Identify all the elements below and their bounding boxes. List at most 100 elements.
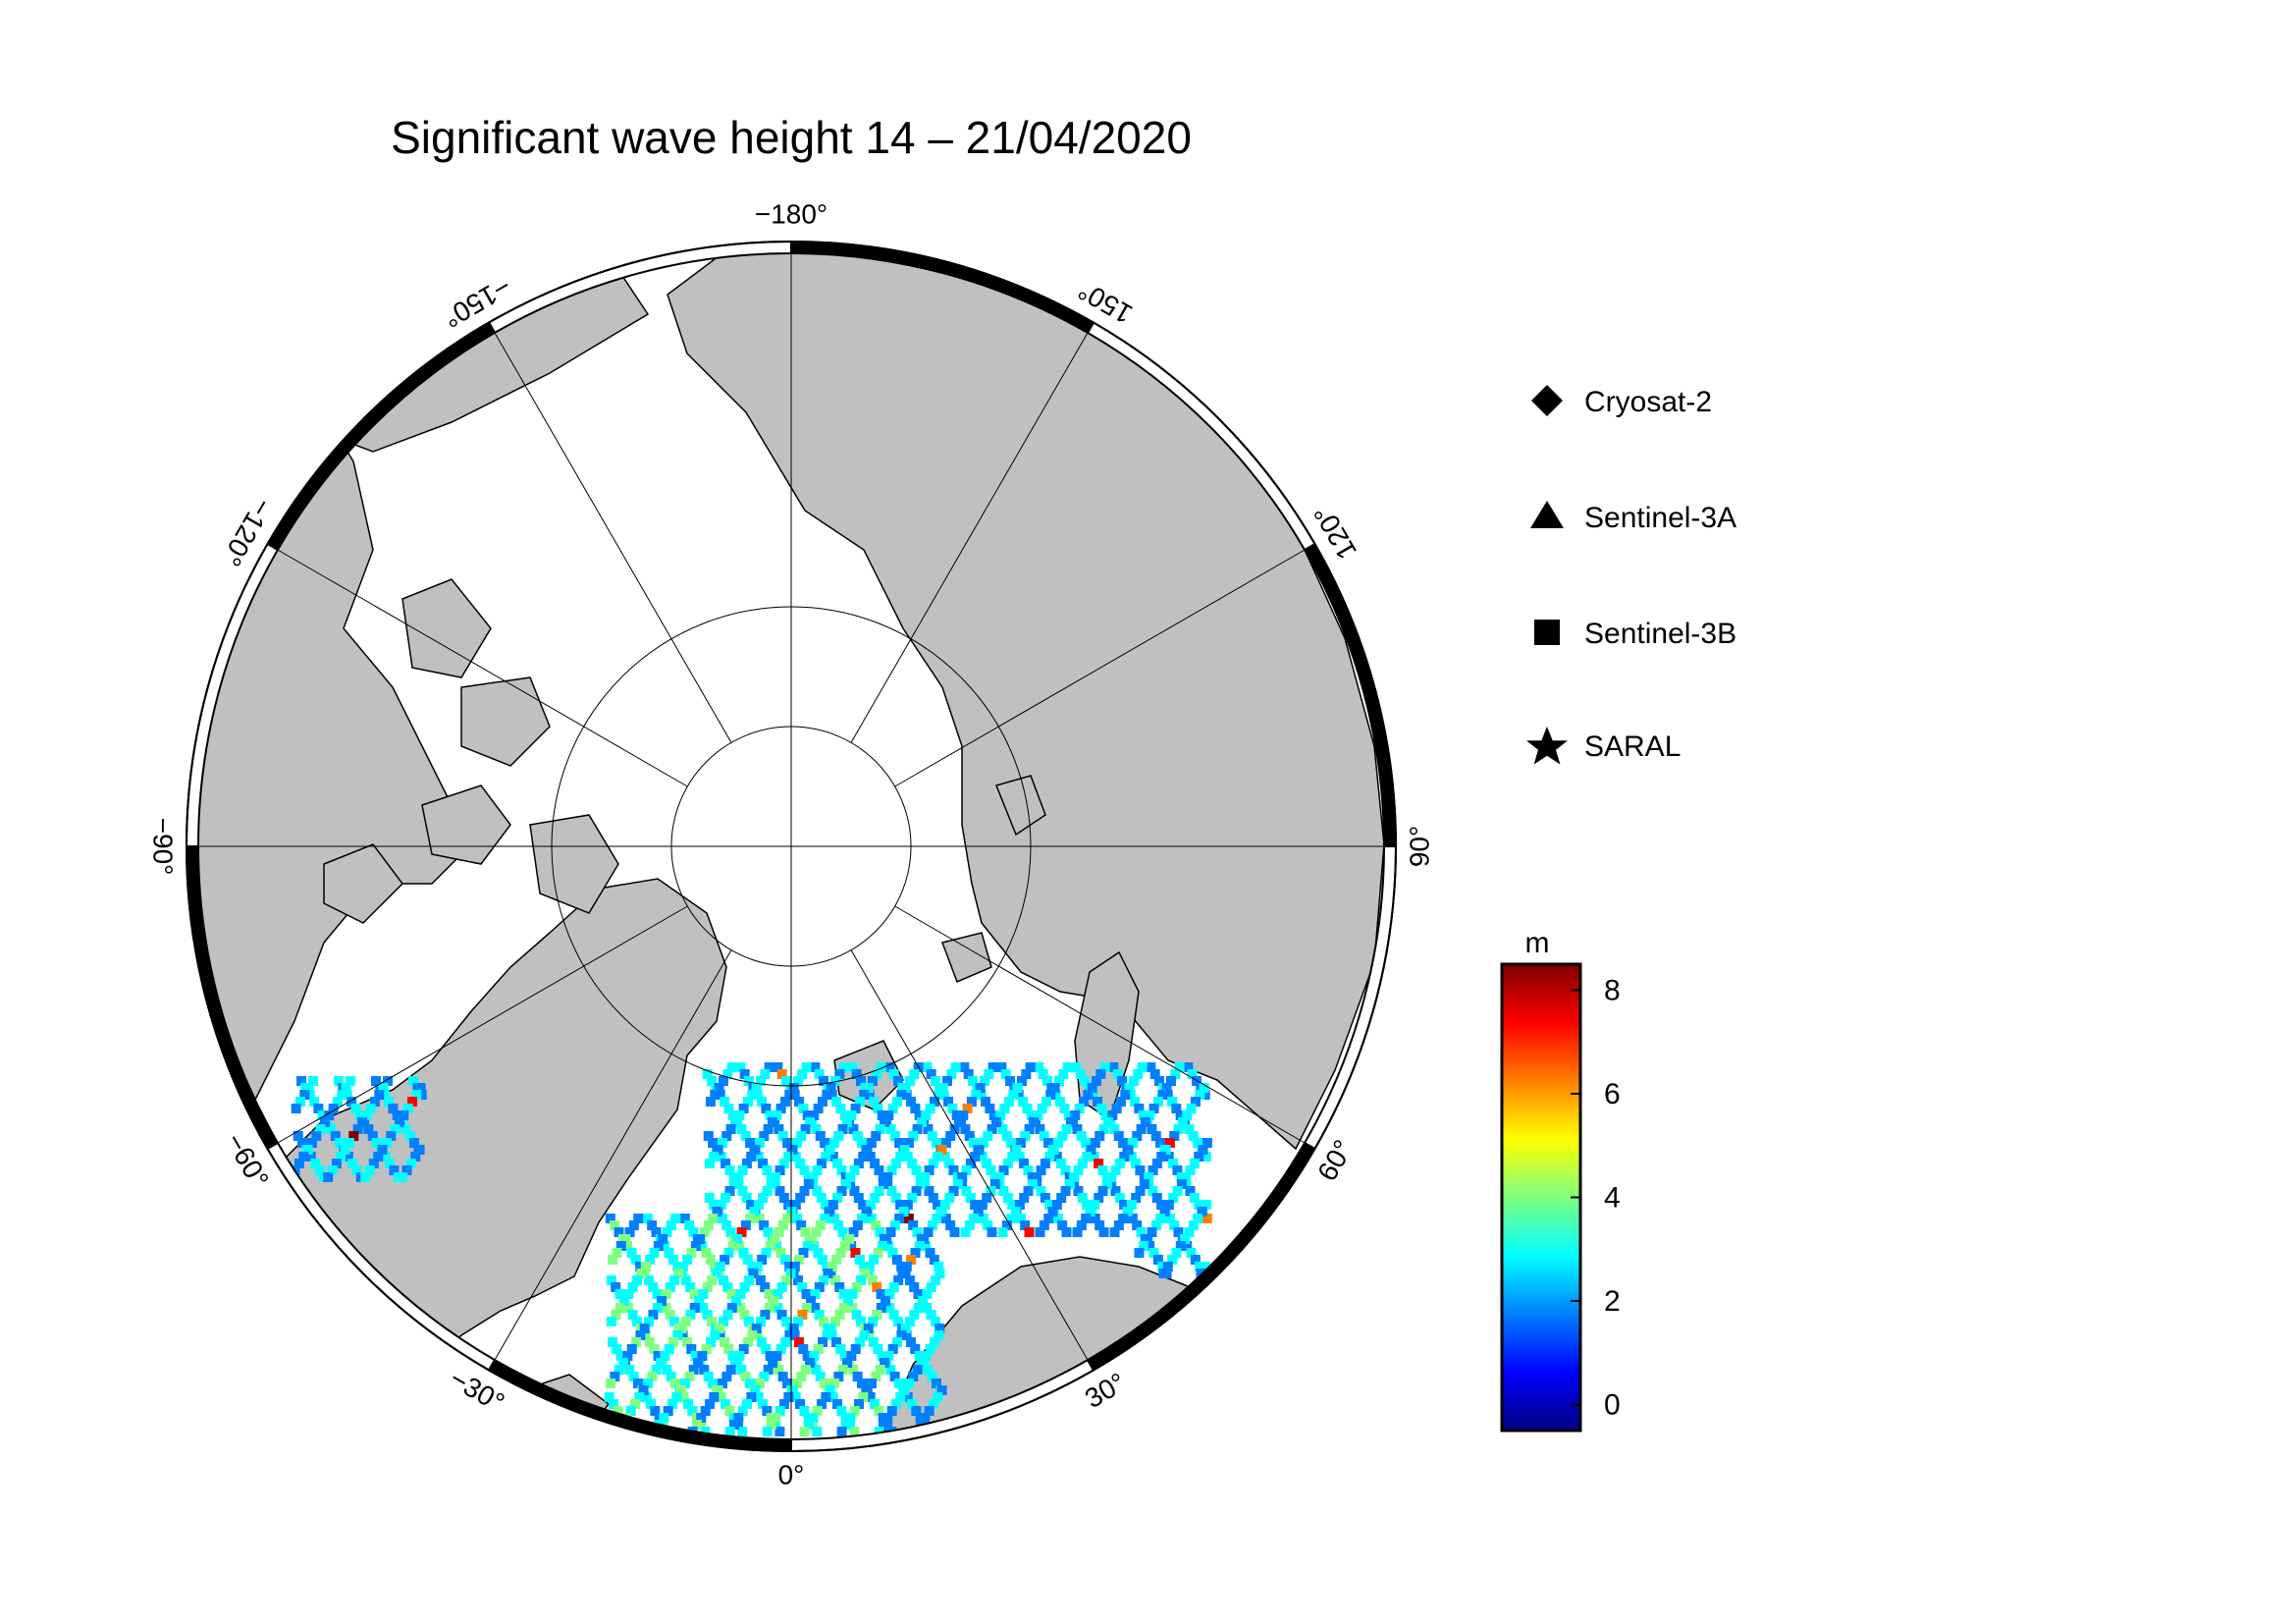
swath-sample: [856, 1379, 867, 1388]
swath-sample: [1075, 1069, 1086, 1079]
swath-sample: [653, 1241, 664, 1251]
swath-sample: [1190, 1255, 1201, 1265]
swath-sample: [411, 1090, 422, 1100]
swath-sample: [1051, 1152, 1062, 1162]
swath-sample: [936, 1385, 947, 1395]
swath-sample: [643, 1379, 654, 1388]
swath-sample: [937, 1083, 948, 1093]
swath-sample: [909, 1069, 920, 1079]
swath-sample: [882, 1413, 893, 1423]
swath-sample: [840, 1179, 851, 1189]
swath-sample: [745, 1138, 756, 1148]
swath-sample: [738, 1344, 749, 1354]
swath-sample: [836, 1186, 847, 1196]
swath-sample: [946, 1069, 957, 1079]
swath-sample: [688, 1227, 699, 1237]
swath-sample: [1048, 1145, 1059, 1155]
swath-sample: [319, 1117, 330, 1127]
colorbar-unit: m: [1525, 927, 1550, 959]
swath-sample: [726, 1062, 737, 1072]
swath-sample: [696, 1413, 707, 1423]
swath-sample: [687, 1406, 698, 1416]
longitude-label: 0°: [778, 1459, 805, 1489]
swath-sample: [1072, 1124, 1083, 1134]
swath-sample: [911, 1165, 922, 1175]
swath-sample: [919, 1234, 930, 1244]
swath-sample: [849, 1427, 860, 1436]
swath-sample: [722, 1069, 733, 1079]
swath-sample: [1091, 1076, 1101, 1086]
swath-sample: [857, 1214, 868, 1223]
swath-sample: [929, 1399, 938, 1409]
swath-sample: [402, 1104, 413, 1113]
swath-sample: [819, 1275, 829, 1285]
swath-sample: [746, 1152, 757, 1162]
swath-sample: [831, 1255, 842, 1265]
swath-sample: [1155, 1138, 1166, 1148]
swath-sample: [895, 1392, 906, 1402]
swath-sample: [701, 1344, 712, 1354]
swath-sample: [901, 1262, 912, 1271]
swath-sample: [760, 1310, 771, 1320]
swath-sample: [864, 1262, 875, 1271]
swath-sample: [873, 1344, 883, 1354]
swath-sample: [1090, 1138, 1100, 1148]
swath-sample: [294, 1097, 305, 1107]
swath-sample: [408, 1076, 419, 1086]
swath-sample: [867, 1275, 878, 1285]
swath-sample: [1074, 1104, 1085, 1113]
swath-sample: [887, 1104, 898, 1113]
swath-sample: [928, 1159, 938, 1168]
swath-sample: [389, 1165, 400, 1175]
swath-sample: [1061, 1227, 1072, 1237]
swath-sample: [344, 1138, 354, 1148]
swath-sample: [400, 1124, 411, 1134]
swath-sample: [848, 1227, 859, 1237]
swath-sample: [1147, 1124, 1157, 1134]
swath-sample: [1156, 1200, 1167, 1210]
swath-sample: [648, 1282, 659, 1292]
swath-sample: [378, 1083, 389, 1093]
swath-sample: [1020, 1220, 1031, 1230]
swath-sample: [704, 1159, 715, 1168]
swath-sample: [379, 1090, 390, 1100]
colorbar-gradient: [1500, 962, 1582, 1433]
swath-sample: [880, 1358, 890, 1368]
swath-sample: [706, 1317, 717, 1326]
swath-sample: [390, 1124, 400, 1134]
swath-sample: [1162, 1090, 1173, 1100]
swath-sample: [920, 1172, 931, 1182]
swath-sample: [1070, 1110, 1081, 1120]
swath-sample: [896, 1330, 907, 1340]
swath-sample: [891, 1399, 901, 1409]
swath-sample: [888, 1310, 899, 1320]
swath-sample: [1150, 1220, 1161, 1230]
swath-sample: [1200, 1262, 1210, 1271]
greenland: [264, 878, 727, 1361]
swath-sample: [630, 1255, 641, 1265]
swath-sample: [721, 1399, 730, 1409]
swath-sample: [763, 1365, 774, 1375]
swath-sample: [914, 1241, 925, 1251]
swath-sample: [636, 1269, 647, 1278]
swath-sample: [755, 1379, 766, 1388]
swath-sample: [735, 1303, 746, 1313]
swath-sample: [714, 1324, 724, 1333]
swath-sample: [632, 1275, 643, 1285]
swath-sample: [963, 1069, 974, 1079]
swath-sample: [887, 1344, 898, 1354]
swath-sample: [825, 1385, 835, 1395]
swath-sample: [1127, 1138, 1138, 1148]
swath-sample: [771, 1172, 781, 1182]
swath-sample: [340, 1145, 350, 1155]
swath-sample: [797, 1310, 808, 1320]
swath-sample: [784, 1330, 795, 1340]
swath-sample: [859, 1330, 870, 1340]
swath-sample: [1184, 1227, 1195, 1237]
swath-sample: [764, 1062, 774, 1072]
swath-sample: [1013, 1090, 1024, 1100]
swath-sample: [715, 1090, 725, 1100]
swath-sample: [1120, 1090, 1131, 1100]
swath-sample: [911, 1406, 922, 1416]
swath-sample: [822, 1262, 832, 1271]
